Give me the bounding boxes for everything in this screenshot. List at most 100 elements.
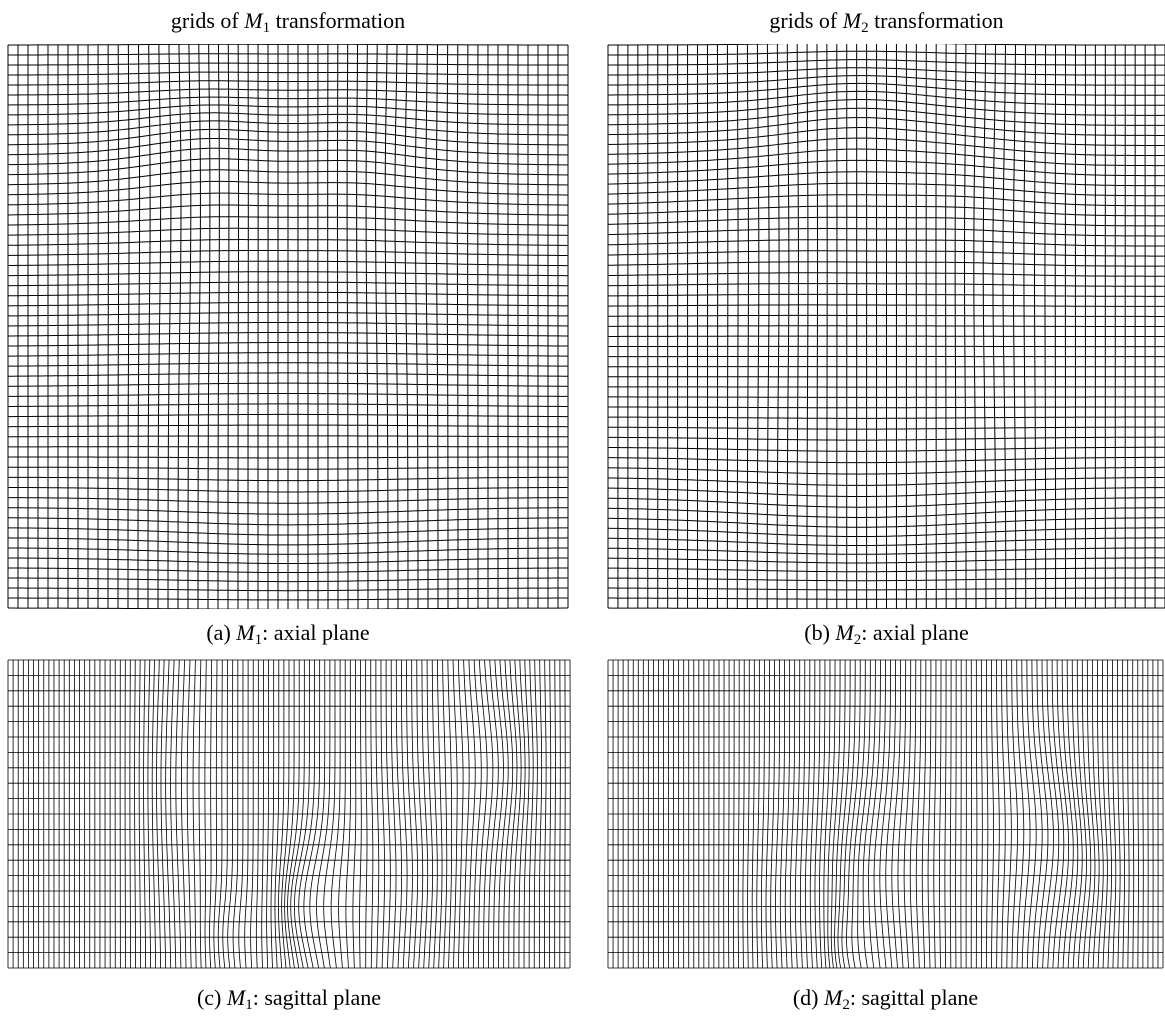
symbol: M (236, 620, 255, 645)
caption-text: : axial plane (262, 620, 370, 645)
grid-column (287, 660, 300, 969)
grid-column (1056, 659, 1070, 969)
grid-column (156, 659, 162, 969)
grid-column (290, 660, 305, 969)
grid-column (186, 659, 192, 969)
grid-column (523, 659, 530, 969)
grid-column (323, 660, 336, 969)
grid-column (447, 659, 453, 969)
grid-column (954, 44, 957, 609)
caption: (b) M2: axial plane (608, 620, 1165, 648)
grid-column (421, 659, 429, 969)
grid-column (181, 659, 187, 969)
grid-column (1117, 660, 1121, 969)
grid-column (827, 660, 836, 969)
grid-column (834, 660, 846, 969)
grid-column (117, 44, 120, 609)
grid-column (356, 44, 359, 609)
grid-column (488, 659, 499, 969)
grid-column (482, 659, 494, 969)
grid-column (261, 660, 264, 969)
grid-column (776, 44, 780, 609)
caption-label: (b) (804, 620, 830, 645)
grid-column (1091, 660, 1100, 969)
grid-column (192, 659, 197, 969)
caption: (a) M1: axial plane (8, 620, 568, 648)
grid-column (1023, 44, 1027, 609)
grid-column (873, 659, 886, 969)
grid-column (187, 44, 192, 609)
grid-column (197, 44, 201, 609)
deformation-grid (7, 44, 569, 609)
grid-column (250, 660, 254, 969)
grid-column (217, 659, 223, 969)
grid-column (1086, 660, 1096, 969)
grid-column (237, 44, 240, 609)
caption-label: (a) (206, 620, 231, 645)
grid-column (359, 660, 362, 969)
grid-column (837, 660, 851, 969)
grid-column (411, 660, 419, 969)
caption-label: (d) (792, 985, 819, 1010)
grid-column (165, 659, 172, 969)
grid-column (266, 660, 269, 969)
grid-column (207, 44, 211, 609)
grid-column (365, 44, 369, 609)
grid-column (903, 660, 912, 969)
grid-column (760, 660, 765, 969)
grid-column (385, 659, 391, 969)
grid-column (167, 44, 172, 609)
grid-column (270, 660, 275, 969)
grid-column (346, 44, 349, 609)
grid-column (528, 659, 534, 968)
grid-column (143, 659, 147, 969)
grid-column (1026, 659, 1037, 969)
grid-column (401, 660, 408, 969)
symbol: M (835, 620, 854, 645)
grid-column (1071, 659, 1083, 969)
grid-column (390, 660, 397, 969)
panel-title: grids of M2 transformation (608, 8, 1165, 36)
grid-column (503, 659, 514, 968)
grid-column (232, 660, 239, 969)
grid-column (336, 44, 339, 609)
grid-column (1011, 659, 1018, 969)
grid-column (513, 659, 522, 969)
grid-column (1102, 660, 1108, 969)
grid-column (1034, 44, 1037, 609)
grid-column (559, 659, 561, 968)
grid-column (756, 660, 760, 969)
grid-column (742, 660, 745, 969)
grid-column (747, 660, 750, 969)
grid-column (982, 44, 987, 609)
caption-label: (c) (196, 985, 222, 1010)
grid-column (426, 659, 433, 969)
grid-column (127, 44, 130, 609)
grid-column (209, 659, 213, 969)
grid-column (1081, 659, 1092, 969)
grid-column (255, 660, 259, 969)
grid-column (938, 660, 942, 969)
subscript: 1 (254, 632, 263, 648)
caption: (c) M1: sagittal plane (8, 985, 570, 1013)
grid-column (213, 659, 218, 969)
grid-column (157, 44, 162, 609)
grid-column (806, 44, 809, 609)
grid-column (472, 659, 482, 969)
grid-column (129, 659, 131, 969)
grid-column (814, 660, 821, 969)
grid-column (437, 659, 443, 969)
caption-text: : axial plane (861, 620, 969, 645)
grid-column (775, 660, 780, 969)
grid-column (493, 659, 504, 969)
grid-column (244, 660, 249, 969)
grid-row (608, 44, 1165, 46)
grid-column (1127, 660, 1130, 969)
grid-column (1137, 660, 1139, 969)
grid-column (431, 659, 438, 969)
symbol: M (244, 8, 263, 33)
grid-column (794, 660, 801, 969)
grid-column (222, 660, 228, 969)
subscript: 1 (245, 997, 253, 1013)
grid-column (446, 44, 449, 609)
